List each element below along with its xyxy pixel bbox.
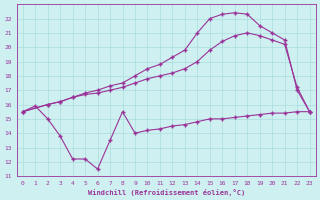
X-axis label: Windchill (Refroidissement éolien,°C): Windchill (Refroidissement éolien,°C) bbox=[88, 189, 245, 196]
